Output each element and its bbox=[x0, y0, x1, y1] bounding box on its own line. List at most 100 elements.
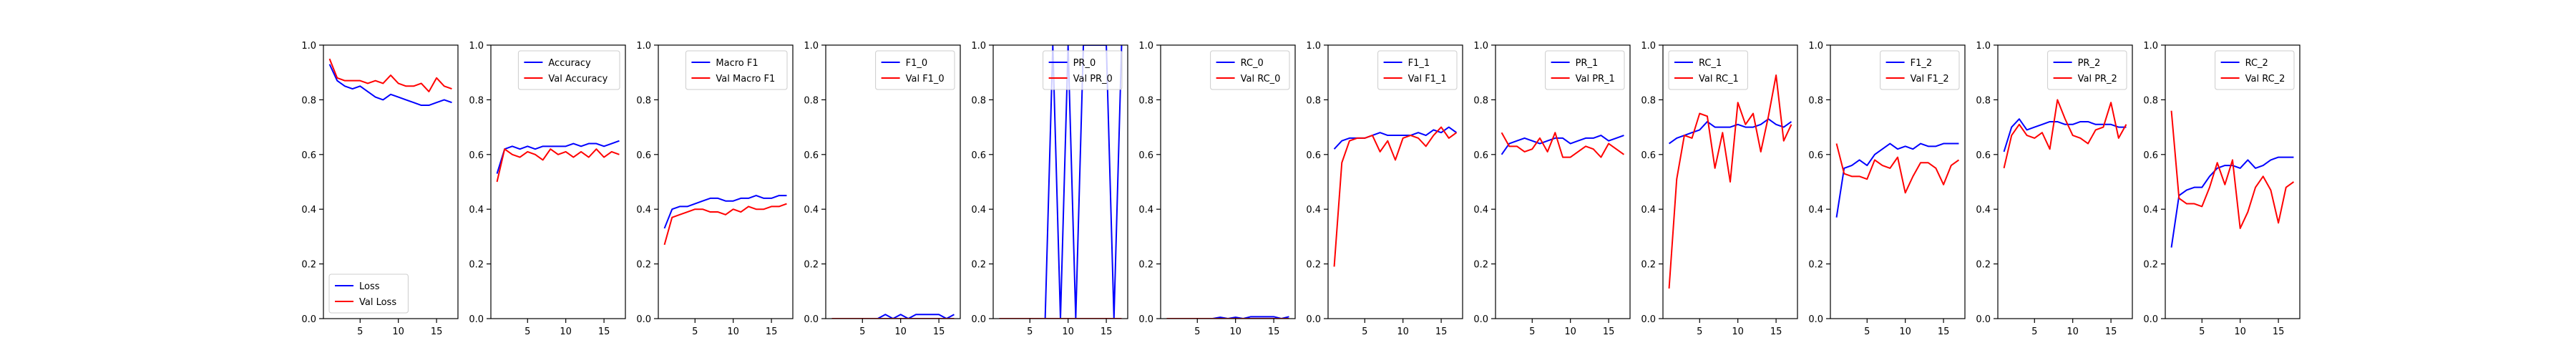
y-tick-label: 1.0 bbox=[1138, 41, 1153, 52]
series-line-val-rc-1 bbox=[1668, 74, 1792, 289]
x-tick-label: 15 bbox=[598, 326, 610, 337]
legend: F1_2 Val F1_2 bbox=[1880, 50, 1960, 90]
x-tick-label: 5 bbox=[859, 326, 865, 337]
x-tick-label: 10 bbox=[392, 326, 404, 337]
legend-label: Val Accuracy bbox=[548, 74, 608, 84]
legend-label: Val F1_1 bbox=[1408, 74, 1447, 84]
y-tick-label: 0.4 bbox=[1808, 205, 1823, 216]
x-tick-label: 10 bbox=[1229, 326, 1241, 337]
legend: Macro F1 Val Macro F1 bbox=[685, 50, 788, 90]
legend-label: F1_0 bbox=[906, 58, 928, 69]
y-tick-label: 0.4 bbox=[2143, 205, 2158, 216]
y-tick-label: 1.0 bbox=[1473, 41, 1488, 52]
series-line-val-accuracy bbox=[496, 148, 620, 183]
x-tick-label: 15 bbox=[1770, 326, 1782, 337]
x-tick-label: 10 bbox=[894, 326, 907, 337]
y-tick-label: 0.0 bbox=[1641, 314, 1656, 325]
legend: PR_0 Val PR_0 bbox=[1043, 50, 1123, 90]
chart-panel-12: 5 10 15 0.0 0.2 0.4 0.6 0.8 1.0 RC_2 Val RC_2 bbox=[2143, 41, 2301, 337]
legend-label: Val F1_0 bbox=[906, 74, 945, 84]
y-tick-label: 0.4 bbox=[301, 205, 316, 216]
y-tick-label: 0.4 bbox=[1306, 205, 1321, 216]
y-tick-label: 0.4 bbox=[1976, 205, 1991, 216]
y-tick-label: 0.6 bbox=[636, 150, 651, 161]
legend: F1_1 Val F1_1 bbox=[1377, 50, 1458, 90]
x-tick-label: 15 bbox=[1938, 326, 1950, 337]
y-tick-label: 0.8 bbox=[469, 95, 484, 106]
chart-panel-7: 5 10 15 0.0 0.2 0.4 0.6 0.8 1.0 F1_1 Val F1_1 bbox=[1306, 41, 1463, 337]
legend-box bbox=[685, 50, 788, 90]
x-tick-label: 10 bbox=[2234, 326, 2246, 337]
legend-label: Val Loss bbox=[359, 297, 396, 308]
y-tick-label: 0.4 bbox=[971, 205, 986, 216]
legend-box bbox=[1210, 50, 1290, 90]
y-tick-label: 0.2 bbox=[971, 260, 986, 271]
y-tick-label: 0.2 bbox=[1306, 260, 1321, 271]
legend-box bbox=[1880, 50, 1960, 90]
legend: PR_1 Val PR_1 bbox=[1545, 50, 1625, 90]
chart-panel-3: 5 10 15 0.0 0.2 0.4 0.6 0.8 1.0 Macro F1 Val Macro… bbox=[636, 41, 794, 337]
legend: Loss Val Loss bbox=[328, 274, 409, 314]
series-line-val-f1-1 bbox=[1333, 126, 1458, 267]
y-tick-label: 0.8 bbox=[301, 95, 316, 106]
series-line-f1-2 bbox=[1835, 142, 1959, 218]
legend: RC_1 Val RC_1 bbox=[1668, 50, 1748, 90]
y-tick-label: 1.0 bbox=[469, 41, 484, 52]
y-tick-label: 0.0 bbox=[636, 314, 651, 325]
legend-label: Loss bbox=[359, 281, 380, 292]
legend-label: PR_1 bbox=[1576, 58, 1599, 69]
y-tick-label: 1.0 bbox=[636, 41, 651, 52]
y-tick-label: 0.2 bbox=[804, 260, 819, 271]
x-tick-label: 10 bbox=[1564, 326, 1576, 337]
chart-panel-4: 5 10 15 0.0 0.2 0.4 0.6 0.8 1.0 F1_0 Val F1_0 bbox=[804, 41, 961, 337]
x-tick-label: 15 bbox=[2105, 326, 2117, 337]
series-line-f1-1 bbox=[1333, 126, 1458, 150]
y-tick-label: 1.0 bbox=[971, 41, 986, 52]
y-tick-label: 0.8 bbox=[1473, 95, 1488, 106]
y-tick-label: 0.6 bbox=[469, 150, 484, 161]
y-tick-label: 0.6 bbox=[1473, 150, 1488, 161]
legend-label: Val F1_2 bbox=[1911, 74, 1949, 84]
y-tick-label: 0.8 bbox=[1976, 95, 1991, 106]
y-tick-label: 0.2 bbox=[1808, 260, 1823, 271]
y-tick-label: 0.4 bbox=[469, 205, 484, 216]
x-tick-label: 10 bbox=[2067, 326, 2079, 337]
legend: RC_2 Val RC_2 bbox=[2215, 50, 2295, 90]
x-tick-label: 15 bbox=[1435, 326, 1448, 337]
y-tick-label: 0.0 bbox=[1306, 314, 1321, 325]
legend-label: Val PR_0 bbox=[1073, 74, 1113, 84]
legend-box bbox=[1545, 50, 1625, 90]
legend: F1_0 Val F1_0 bbox=[875, 50, 955, 90]
y-tick-label: 0.0 bbox=[2143, 314, 2158, 325]
x-tick-label: 5 bbox=[692, 326, 698, 337]
y-tick-label: 1.0 bbox=[1306, 41, 1321, 52]
x-tick-label: 15 bbox=[933, 326, 945, 337]
x-tick-label: 15 bbox=[1268, 326, 1280, 337]
legend: PR_2 Val PR_2 bbox=[2047, 50, 2127, 90]
y-tick-label: 0.0 bbox=[1808, 314, 1823, 325]
x-tick-label: 5 bbox=[1529, 326, 1535, 337]
chart-panel-8: 5 10 15 0.0 0.2 0.4 0.6 0.8 1.0 PR_1 Val PR_1 bbox=[1473, 41, 1631, 337]
y-tick-label: 0.6 bbox=[301, 150, 316, 161]
y-tick-label: 0.6 bbox=[1808, 150, 1823, 161]
axes-frame bbox=[658, 44, 794, 319]
x-tick-label: 15 bbox=[2273, 326, 2285, 337]
y-tick-label: 0.6 bbox=[1976, 150, 1991, 161]
x-tick-label: 5 bbox=[1027, 326, 1033, 337]
y-tick-label: 0.0 bbox=[301, 314, 316, 325]
y-tick-label: 0.8 bbox=[2143, 95, 2158, 106]
axes-frame bbox=[1997, 44, 2133, 319]
series-line-pr-1 bbox=[1501, 135, 1624, 155]
x-tick-label: 15 bbox=[1603, 326, 1615, 337]
series-line-val-pr-2 bbox=[2003, 99, 2127, 169]
legend: Accuracy Val Accuracy bbox=[517, 50, 620, 90]
legend-label: F1_2 bbox=[1911, 58, 1933, 69]
legend-box bbox=[1668, 50, 1748, 90]
x-tick-label: 5 bbox=[1362, 326, 1367, 337]
y-tick-label: 0.4 bbox=[1473, 205, 1488, 216]
x-tick-label: 15 bbox=[1101, 326, 1113, 337]
legend-label: RC_0 bbox=[1241, 58, 1264, 69]
x-tick-label: 10 bbox=[560, 326, 572, 337]
x-tick-label: 10 bbox=[1062, 326, 1074, 337]
